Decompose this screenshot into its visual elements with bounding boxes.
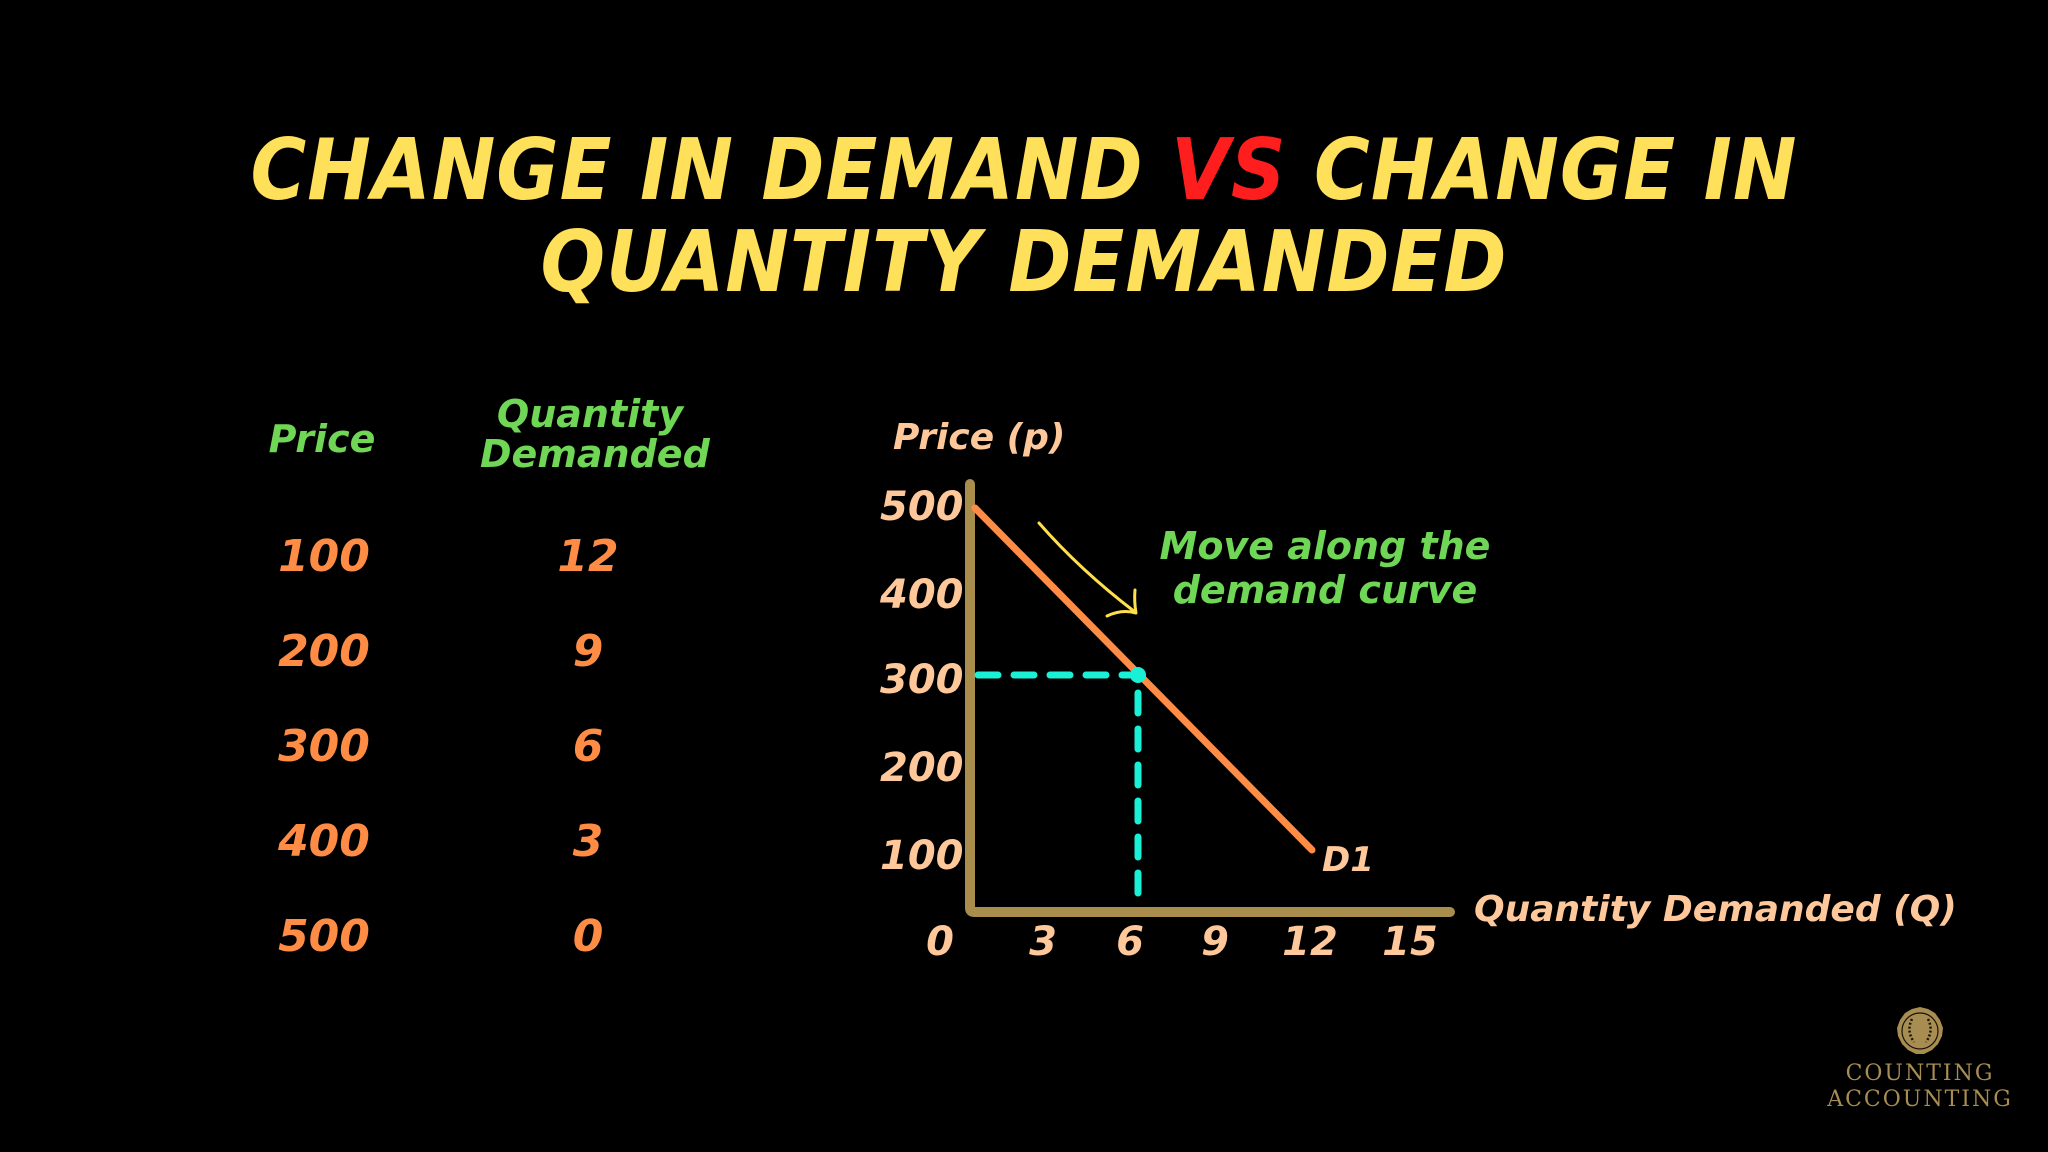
table-cell-price: 200 — [278, 626, 370, 677]
x-tick-label: 12 — [1282, 919, 1338, 965]
page-title-line-2: QUANTITY DEMANDED — [540, 211, 1508, 312]
table-header-price: Price — [268, 417, 376, 461]
y-tick-label: 300 — [880, 657, 964, 703]
table-cell-quantity: 3 — [572, 816, 604, 867]
logo-text-line-1: COUNTING — [1845, 1061, 1995, 1086]
table-cell-quantity: 6 — [572, 721, 604, 772]
table-header-quantity-line2: Demanded — [480, 432, 710, 476]
logo-text-line-2: ACCOUNTING — [1827, 1087, 2013, 1113]
y-tick-label: 200 — [880, 745, 964, 791]
movement-arrow-icon — [1037, 521, 1137, 614]
y-tick-label: 400 — [880, 572, 964, 618]
table-cell-quantity: 0 — [572, 911, 604, 962]
brand-logo: COUNTING ACCOUNTING — [1810, 1005, 2030, 1114]
table-header-quantity-line1: Quantity — [496, 392, 684, 436]
table-cell-price: 400 — [278, 816, 370, 867]
highlight-point — [1130, 667, 1146, 683]
y-tick-label: 100 — [880, 833, 964, 879]
chart-axes — [965, 479, 1455, 917]
movement-annotation: Move along the demand curve — [1150, 524, 1500, 612]
x-tick-label: 15 — [1382, 919, 1438, 965]
page-title-line-1: CHANGE IN DEMAND VS CHANGE IN — [0, 127, 2048, 212]
table-cell-quantity: 9 — [572, 626, 604, 677]
x-tick-label: 3 — [1029, 919, 1057, 965]
y-axis-title: Price (p) — [893, 417, 1066, 458]
table-cell-quantity: 12 — [557, 531, 619, 582]
x-tick-label: 6 — [1116, 919, 1144, 965]
laurel-seal-icon — [1897, 1007, 1943, 1054]
title-vs: VS — [1171, 119, 1287, 220]
x-axis-title: Quantity Demanded (Q) — [1474, 889, 1957, 930]
annotation-line-1: Move along the — [1159, 524, 1491, 568]
x-tick-label: 9 — [1201, 919, 1229, 965]
table-cell-price: 500 — [278, 911, 370, 962]
table-header-quantity-demanded: Quantity Demanded — [480, 392, 710, 476]
x-tick-label: 0 — [926, 919, 954, 965]
y-tick-label: 500 — [880, 484, 964, 530]
demand-curve-label: D1 — [1322, 840, 1374, 880]
title-change-in-demand: CHANGE IN DEMAND — [250, 119, 1172, 220]
table-cell-price: 300 — [278, 721, 370, 772]
annotation-line-2: demand curve — [1172, 567, 1478, 612]
table-cell-price: 100 — [278, 531, 370, 582]
title-change-in: CHANGE IN — [1286, 119, 1798, 220]
